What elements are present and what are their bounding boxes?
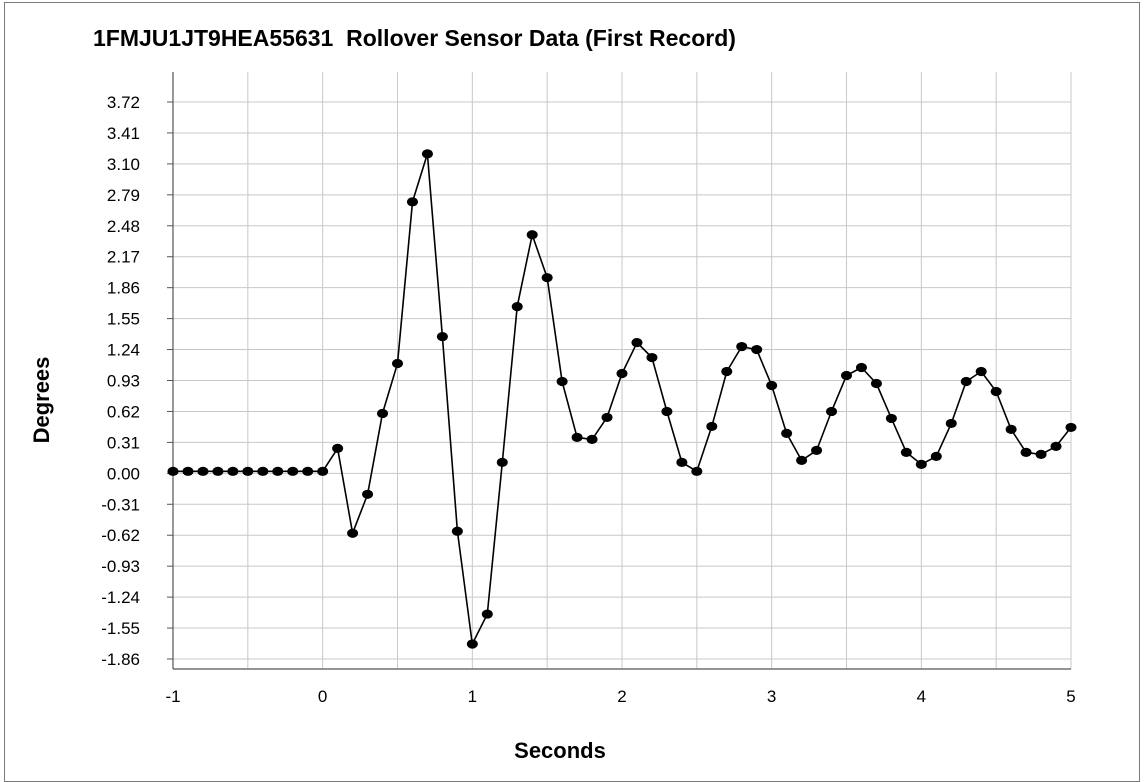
data-point	[556, 376, 568, 387]
data-point	[841, 370, 852, 381]
data-point	[1005, 424, 1017, 435]
y-tick-label: -0.93	[101, 557, 140, 576]
data-point	[317, 466, 329, 476]
data-point	[945, 418, 957, 429]
data-point	[287, 466, 299, 476]
data-point	[870, 378, 882, 389]
x-tick-label: -1	[165, 687, 180, 706]
x-tick-label: 5	[1066, 687, 1075, 706]
y-tick-label: 1.86	[107, 279, 140, 298]
data-point	[511, 302, 523, 312]
series-roll-angle	[167, 149, 1077, 649]
data-point	[601, 412, 613, 423]
chart-title: 1FMJU1JT9HEA55631 Rollover Sensor Data (…	[93, 25, 736, 51]
tick-labels: 3.72 3.41 3.10 2.79 2.48 2.17 1.86 1.55 1.24 0.93…	[101, 93, 1075, 706]
data-point	[257, 466, 269, 476]
x-tick-label: 1	[468, 687, 477, 706]
y-tick-label: 3.41	[107, 124, 140, 143]
data-point	[332, 443, 344, 453]
y-tick-label: 1.55	[107, 310, 140, 329]
data-point	[242, 466, 254, 476]
data-point	[362, 489, 374, 499]
data-point	[766, 380, 778, 391]
data-point	[541, 273, 553, 283]
x-axis-title: Seconds	[514, 738, 606, 763]
data-point	[377, 408, 389, 419]
data-point	[676, 457, 688, 467]
data-point	[691, 466, 703, 476]
data-point	[1035, 449, 1047, 459]
y-tick-label: 2.17	[107, 248, 140, 267]
data-point	[406, 197, 418, 207]
data-point	[646, 352, 658, 363]
data-point	[811, 445, 823, 455]
x-tick-label: 0	[318, 687, 327, 706]
y-tick-label: 3.72	[107, 93, 140, 112]
y-tick-label: -1.86	[101, 650, 140, 669]
data-point	[826, 406, 838, 417]
data-point	[466, 639, 478, 649]
data-point	[496, 457, 508, 467]
data-point	[586, 434, 598, 444]
data-point	[631, 337, 643, 348]
y-tick-label: 1.24	[107, 341, 140, 360]
data-point	[526, 230, 538, 240]
data-point	[796, 455, 808, 465]
data-point	[571, 432, 583, 442]
data-point	[751, 344, 763, 355]
data-point	[706, 421, 718, 432]
data-point	[272, 466, 284, 476]
data-point	[885, 413, 897, 424]
data-point	[855, 362, 867, 373]
data-point	[1050, 441, 1062, 451]
data-point	[451, 526, 463, 536]
y-tick-label: 0.00	[107, 464, 140, 483]
x-tick-label: 3	[767, 687, 776, 706]
y-tick-label: 2.79	[107, 186, 140, 205]
y-tick-label: 0.31	[107, 433, 140, 452]
x-tick-label: 2	[617, 687, 626, 706]
data-point	[900, 447, 912, 457]
data-point	[915, 459, 927, 469]
data-point	[167, 466, 179, 476]
data-point	[227, 466, 239, 476]
y-tick-label: 0.93	[107, 372, 140, 391]
y-tick-label: -0.31	[101, 495, 140, 514]
data-point	[616, 368, 628, 379]
data-point	[302, 466, 314, 476]
y-tick-label: -1.55	[101, 619, 140, 638]
y-tick-label: -0.62	[101, 526, 140, 545]
data-point	[781, 428, 793, 439]
y-tick-label: 0.62	[107, 402, 140, 421]
y-tick-label: -1.24	[101, 588, 140, 607]
data-point	[975, 366, 987, 377]
data-point	[392, 358, 403, 369]
data-point	[960, 376, 972, 387]
y-tick-label: 3.10	[107, 155, 140, 174]
data-point	[1020, 447, 1032, 457]
data-point	[721, 366, 733, 377]
data-point	[212, 466, 224, 476]
data-point	[990, 386, 1002, 397]
data-point	[421, 149, 433, 159]
data-point	[1065, 422, 1077, 433]
data-point	[347, 528, 359, 538]
data-point	[182, 466, 194, 476]
data-point	[197, 466, 209, 476]
data-point	[481, 609, 493, 619]
data-point	[930, 451, 942, 461]
data-point	[661, 406, 673, 417]
x-tick-label: 4	[917, 687, 926, 706]
data-point	[736, 341, 748, 352]
data-point	[436, 331, 448, 342]
y-tick-label: 2.48	[107, 217, 140, 236]
